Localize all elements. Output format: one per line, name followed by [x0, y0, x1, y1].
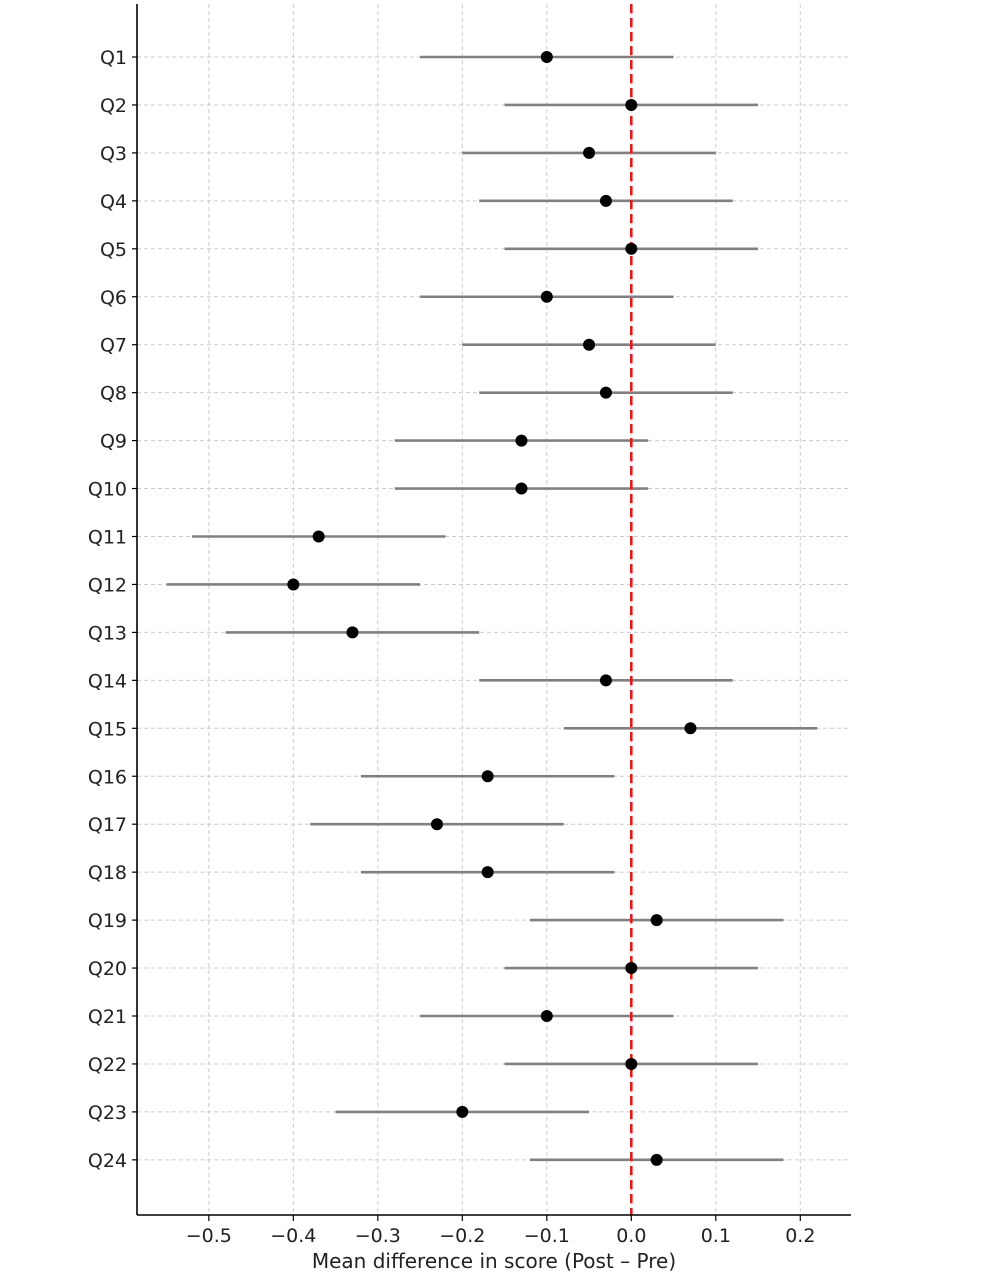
- y-tick-labels: Q1 Q2 Q3 Q4 Q5 Q6 Q7 Q8 Q9 Q10 Q11 Q12 Q13 Q14 Q15 Q16 Q…: [88, 47, 137, 1172]
- mean-point-q24: [650, 1153, 663, 1166]
- y-tick-label-q17: Q17: [88, 814, 127, 836]
- grid-lines: [137, 4, 851, 1215]
- mean-point-q16: [481, 770, 494, 783]
- mean-point-q19: [650, 914, 663, 927]
- y-tick-label-q20: Q20: [88, 958, 127, 980]
- y-tick-label-q10: Q10: [88, 479, 127, 501]
- mean-point-q5: [625, 242, 638, 255]
- y-tick-label-q12: Q12: [88, 574, 127, 596]
- y-tick-label-q1: Q1: [100, 47, 127, 69]
- mean-point-q6: [540, 290, 553, 303]
- y-tick-label-q18: Q18: [88, 862, 127, 884]
- mean-point-q14: [599, 674, 612, 687]
- mean-point-q20: [625, 962, 638, 975]
- mean-points: [287, 51, 697, 1166]
- mean-point-q4: [599, 194, 612, 207]
- y-tick-label-q7: Q7: [100, 335, 127, 357]
- x-tick-label: 0.0: [616, 1225, 646, 1247]
- x-tick-label: −0.2: [439, 1225, 485, 1247]
- y-tick-label-q23: Q23: [88, 1102, 127, 1124]
- mean-point-q21: [540, 1010, 553, 1022]
- mean-point-q3: [583, 146, 596, 159]
- y-tick-label-q8: Q8: [100, 383, 127, 405]
- mean-point-q23: [456, 1105, 469, 1118]
- mean-point-q17: [430, 818, 443, 831]
- y-tick-label-q16: Q16: [88, 766, 127, 788]
- mean-point-q10: [515, 482, 528, 495]
- y-tick-label-q22: Q22: [88, 1054, 127, 1076]
- mean-point-q2: [625, 98, 638, 111]
- axes: [136, 4, 851, 1216]
- mean-point-q7: [583, 338, 596, 351]
- mean-point-q12: [287, 578, 300, 591]
- mean-point-q11: [312, 530, 325, 543]
- x-tick-labels: −0.5 −0.4 −0.3 −0.2 −0.1 0.0 0.1 0.2: [186, 1215, 815, 1247]
- mean-point-q18: [481, 866, 494, 879]
- x-tick-label: −0.3: [355, 1225, 401, 1247]
- mean-point-q13: [346, 626, 359, 639]
- y-tick-label-q6: Q6: [100, 287, 127, 309]
- y-tick-label-q21: Q21: [88, 1006, 127, 1028]
- y-tick-label-q11: Q11: [88, 527, 127, 549]
- x-tick-label: −0.4: [270, 1225, 316, 1247]
- y-tick-label-q19: Q19: [88, 910, 127, 932]
- x-tick-label: −0.5: [186, 1225, 232, 1247]
- mean-point-q22: [625, 1057, 638, 1070]
- mean-point-q1: [540, 51, 553, 63]
- y-tick-label-q24: Q24: [88, 1150, 127, 1172]
- y-tick-label-q14: Q14: [88, 670, 127, 692]
- y-tick-label-q15: Q15: [88, 718, 127, 740]
- y-tick-label-q9: Q9: [100, 431, 127, 453]
- x-tick-label: −0.1: [524, 1225, 570, 1247]
- x-tick-label: 0.2: [785, 1225, 815, 1247]
- y-tick-label-q5: Q5: [100, 239, 127, 261]
- y-tick-label-q13: Q13: [88, 622, 127, 644]
- mean-point-q15: [684, 722, 697, 735]
- y-tick-label-q3: Q3: [100, 143, 127, 165]
- x-tick-label: 0.1: [701, 1225, 731, 1247]
- y-tick-label-q4: Q4: [100, 191, 127, 213]
- y-tick-label-q2: Q2: [100, 95, 127, 117]
- mean-point-q9: [515, 434, 528, 447]
- x-axis-title: Mean difference in score (Post – Pre): [312, 1249, 676, 1273]
- mean-point-q8: [599, 386, 612, 399]
- confidence-intervals: [166, 55, 818, 1162]
